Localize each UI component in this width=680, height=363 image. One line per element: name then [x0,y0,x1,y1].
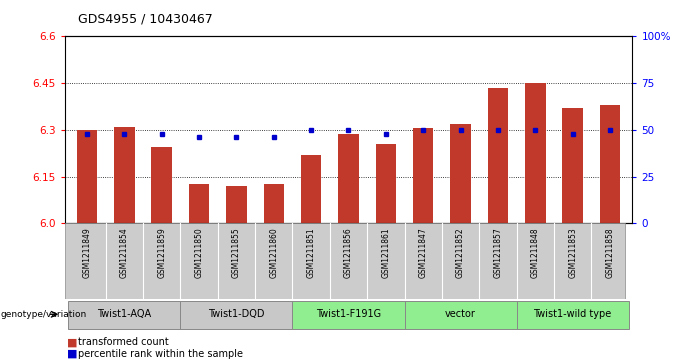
Text: genotype/variation: genotype/variation [1,310,87,319]
Text: GSM1211849: GSM1211849 [82,227,92,278]
Text: GSM1211853: GSM1211853 [568,227,577,278]
Text: Twist1-DQD: Twist1-DQD [208,309,265,319]
Bar [450,123,471,223]
Text: GSM1211856: GSM1211856 [344,227,353,278]
Bar [525,83,545,223]
Bar [189,184,209,223]
Bar [375,144,396,223]
Text: Twist1-F191G: Twist1-F191G [316,309,381,319]
Bar [114,127,135,223]
Text: GSM1211855: GSM1211855 [232,227,241,278]
Bar [338,134,359,223]
Text: GSM1211854: GSM1211854 [120,227,129,278]
Text: GSM1211857: GSM1211857 [494,227,503,278]
Text: GDS4955 / 10430467: GDS4955 / 10430467 [78,13,213,26]
Bar [180,301,292,329]
Text: GSM1211860: GSM1211860 [269,227,278,278]
Bar [600,105,620,223]
Text: GSM1211861: GSM1211861 [381,227,390,278]
Text: GSM1211858: GSM1211858 [605,227,615,278]
Text: GSM1211852: GSM1211852 [456,227,465,278]
Text: ■: ■ [67,337,77,347]
Text: GSM1211850: GSM1211850 [194,227,203,278]
Bar [413,128,433,223]
Text: transformed count: transformed count [78,337,169,347]
Bar [292,301,405,329]
Text: GSM1211848: GSM1211848 [531,227,540,278]
Bar [301,155,322,223]
Text: vector: vector [445,309,476,319]
Bar [226,186,247,223]
Bar [77,130,97,223]
Text: Twist1-AQA: Twist1-AQA [97,309,152,319]
Text: GSM1211859: GSM1211859 [157,227,166,278]
Bar [68,301,180,329]
Bar [264,184,284,223]
Bar [562,108,583,223]
Text: GSM1211847: GSM1211847 [419,227,428,278]
Text: ■: ■ [67,349,77,359]
Text: GSM1211851: GSM1211851 [307,227,316,278]
Bar [488,88,508,223]
Text: Twist1-wild type: Twist1-wild type [534,309,612,319]
Bar [152,147,172,223]
Bar [517,301,629,329]
Text: percentile rank within the sample: percentile rank within the sample [78,349,243,359]
Bar [405,301,517,329]
